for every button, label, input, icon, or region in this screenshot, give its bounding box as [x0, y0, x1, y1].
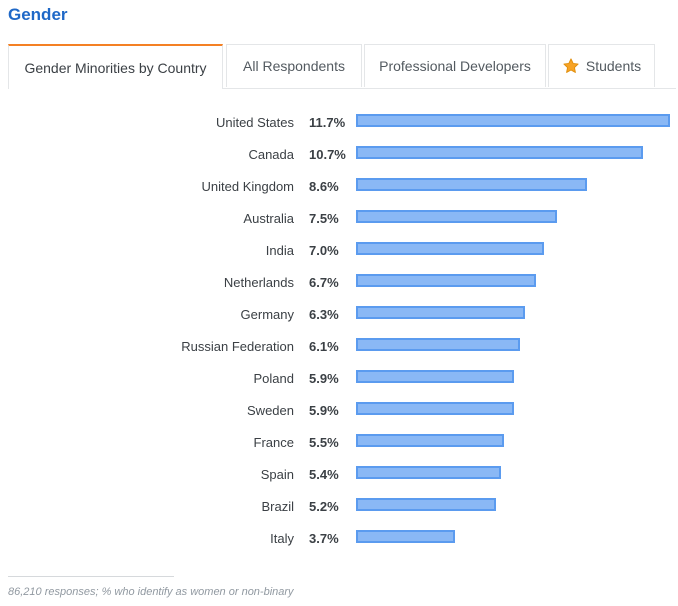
- bar: [356, 370, 514, 383]
- bar-row: Germany 6.3%: [0, 300, 678, 332]
- bar: [356, 402, 514, 415]
- category-label: United States: [215, 115, 294, 130]
- category-label: Canada: [248, 147, 294, 162]
- bar-row: United States 11.7%: [0, 108, 678, 140]
- bar: [356, 274, 536, 287]
- bar-row: Russian Federation 6.1%: [0, 332, 678, 364]
- category-label: Sweden: [247, 403, 294, 418]
- tab-students[interactable]: Students: [548, 44, 655, 87]
- category-label: Brazil: [261, 499, 294, 514]
- bar-row: India 7.0%: [0, 236, 678, 268]
- bar-row: Canada 10.7%: [0, 140, 678, 172]
- category-label: Germany: [240, 307, 294, 322]
- bar: [356, 306, 525, 319]
- value-label: 5.9%: [309, 371, 339, 386]
- category-label: Italy: [270, 531, 294, 546]
- bar: [356, 434, 504, 447]
- star-icon: [562, 57, 580, 75]
- tab-professional-developers[interactable]: Professional Developers: [364, 44, 546, 87]
- tab-gender-minorities-by-country[interactable]: Gender Minorities by Country: [8, 44, 223, 89]
- category-label: Poland: [253, 371, 294, 386]
- section-title: Gender: [8, 5, 68, 24]
- category-label: United Kingdom: [201, 179, 295, 194]
- category-label: Australia: [243, 211, 294, 226]
- value-label: 11.7%: [309, 115, 346, 130]
- bar: [356, 242, 544, 255]
- bar: [356, 338, 520, 351]
- tab-label: Gender Minorities by Country: [24, 59, 207, 76]
- category-label: Russian Federation: [181, 339, 294, 354]
- tab-label: Professional Developers: [379, 58, 531, 74]
- value-label: 5.9%: [309, 403, 339, 418]
- bar: [356, 466, 501, 479]
- chart-footnote: 86,210 responses; % who identify as wome…: [8, 586, 294, 598]
- value-label: 7.0%: [309, 243, 339, 258]
- bar-row: Brazil 5.2%: [0, 492, 678, 524]
- bar: [356, 210, 557, 223]
- bar-row: France 5.5%: [0, 428, 678, 460]
- category-label: France: [253, 435, 294, 450]
- category-label: Netherlands: [223, 275, 294, 290]
- footer-divider: [8, 576, 174, 577]
- bar: [356, 530, 455, 543]
- tab-all-respondents[interactable]: All Respondents: [226, 44, 362, 87]
- bar-row: Poland 5.9%: [0, 364, 678, 396]
- bar-row: Italy 3.7%: [0, 524, 678, 556]
- bar-row: United Kingdom 8.6%: [0, 172, 678, 204]
- bar-row: Netherlands 6.7%: [0, 268, 678, 300]
- tab-label: All Respondents: [243, 58, 345, 74]
- bar-row: Sweden 5.9%: [0, 396, 678, 428]
- bar-chart: United States 11.7% Canada 10.7% United King…: [0, 108, 678, 563]
- value-label: 5.2%: [309, 499, 339, 514]
- value-label: 8.6%: [309, 179, 339, 194]
- tab-bar: Gender Minorities by Country All Respond…: [8, 44, 676, 89]
- value-label: 6.7%: [309, 275, 339, 290]
- bar: [356, 114, 670, 127]
- value-label: 6.1%: [309, 339, 339, 354]
- value-label: 7.5%: [309, 211, 339, 226]
- bar-row: Australia 7.5%: [0, 204, 678, 236]
- bar: [356, 178, 587, 191]
- bar: [356, 498, 496, 511]
- tab-label: Students: [585, 58, 642, 74]
- bar: [356, 146, 643, 159]
- value-label: 5.5%: [309, 435, 339, 450]
- value-label: 10.7%: [309, 147, 346, 162]
- value-label: 5.4%: [309, 467, 339, 482]
- value-label: 3.7%: [309, 531, 339, 546]
- value-label: 6.3%: [309, 307, 339, 322]
- category-label: India: [265, 243, 294, 258]
- category-label: Spain: [260, 467, 294, 482]
- bar-row: Spain 5.4%: [0, 460, 678, 492]
